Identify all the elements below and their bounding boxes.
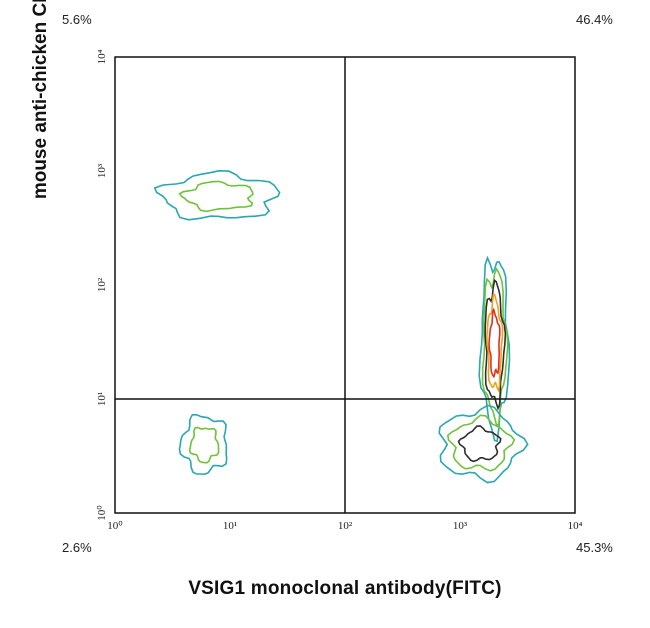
contour-line [457, 425, 502, 463]
y-axis-label: mouse anti-chicken CD3-PE [30, 0, 51, 200]
y-tick-labels: 10⁰ 10¹ 10² 10³ 10⁴ [96, 49, 108, 520]
contour-line [446, 414, 516, 472]
contour-line [153, 169, 281, 221]
contour-line [488, 307, 501, 379]
quadrant-upper-left-percent: 5.6% [62, 12, 92, 27]
x-tick-label: 10³ [453, 520, 468, 532]
contour-line [178, 414, 228, 476]
x-tick-label: 10⁰ [107, 520, 123, 532]
quadrant-lower-left-percent: 2.6% [62, 540, 92, 555]
y-tick-label: 10¹ [96, 392, 108, 406]
y-tick-label: 10⁰ [96, 505, 108, 521]
quadrant-lower-right-percent: 45.3% [576, 540, 613, 555]
contour-line [486, 293, 504, 393]
x-tick-label: 10¹ [223, 520, 237, 532]
contour-line [178, 180, 254, 213]
contour-layer [153, 169, 529, 484]
x-axis-label: VSIG1 monoclonal antibody(FITC) [188, 578, 502, 599]
contour-line [484, 278, 507, 411]
x-tick-labels: 10⁰ 10¹ 10² 10³ 10⁴ [107, 520, 582, 532]
y-tick-label: 10³ [96, 163, 108, 178]
contour-line [438, 404, 529, 484]
x-tick-label: 10² [338, 520, 353, 532]
quadrant-upper-right-percent: 46.4% [576, 12, 613, 27]
contour-line [188, 426, 220, 464]
y-tick-label: 10⁴ [96, 49, 108, 64]
x-tick-label: 10⁴ [568, 520, 583, 532]
y-tick-label: 10² [96, 277, 108, 292]
